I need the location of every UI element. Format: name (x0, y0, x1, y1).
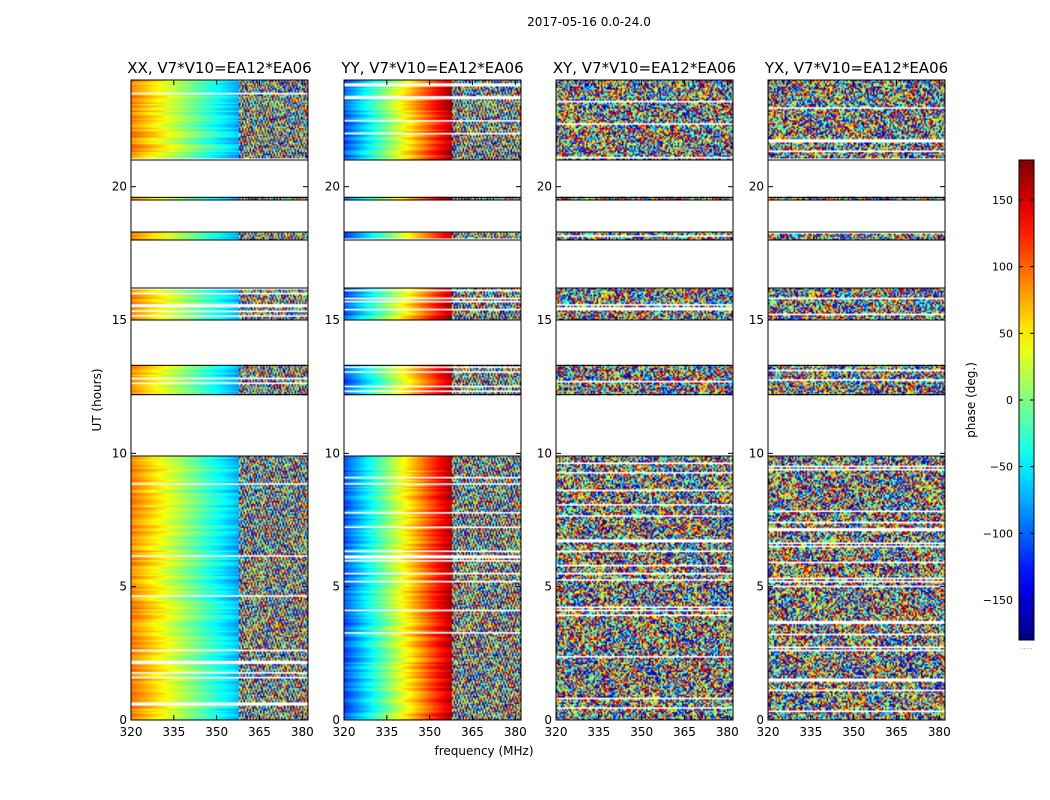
x-tick-label: 380 (504, 725, 527, 739)
colorbar: 150 100 50 0 −50 −100 −150 (983, 159, 1035, 641)
colorbar-tick-label: 50 (999, 327, 1013, 340)
x-tick-label: 335 (799, 725, 822, 739)
x-tick-label: 350 (418, 725, 441, 739)
heatmap-image-yx (768, 80, 945, 720)
y-tick-label: 5 (332, 580, 340, 594)
x-tick-label: 335 (587, 725, 610, 739)
y-tick-label: 0 (756, 713, 764, 727)
x-tick-label: 380 (291, 725, 314, 739)
panel-xy: XY, V7*V10=EA12*EA06 320 335 350 365 380 0 5 10 1… (537, 59, 739, 739)
y-tick-label: 15 (325, 313, 340, 327)
panel-title: YY, V7*V10=EA12*EA06 (340, 59, 523, 77)
y-tick-label: 10 (325, 446, 340, 460)
x-tick-label: 365 (248, 725, 271, 739)
panel-frame (555, 79, 734, 721)
x-tick-label: 320 (757, 725, 780, 739)
heatmap-image-xy (556, 80, 733, 720)
figure-suptitle: 2017-05-16 0.0-24.0 (527, 15, 651, 29)
panel-title: XX, V7*V10=EA12*EA06 (127, 59, 311, 77)
y-tick-label: 10 (112, 446, 127, 460)
y-axis-label: UT (hours) (90, 368, 104, 431)
x-tick-label: 350 (842, 725, 865, 739)
colorbar-tick-label: −50 (990, 461, 1013, 474)
x-tick-label: 320 (333, 725, 356, 739)
y-tick-label: 20 (749, 180, 764, 194)
x-tick-label: 365 (461, 725, 484, 739)
x-tick-label: 320 (120, 725, 143, 739)
heatmap-image-xx (131, 80, 308, 720)
panel-frame (130, 79, 309, 721)
colorbar-tick-label: 150 (992, 194, 1013, 207)
y-tick-label: 10 (749, 446, 764, 460)
x-tick-label: 335 (375, 725, 398, 739)
y-tick-label: 15 (112, 313, 127, 327)
x-tick-label: 365 (673, 725, 696, 739)
y-tick-label: 10 (537, 446, 552, 460)
heatmap-image-yy (344, 80, 521, 720)
panels-group: XX, V7*V10=EA12*EA06 320 335 350 365 380 0 5 10 1… (112, 59, 951, 739)
y-tick-label: 0 (544, 713, 552, 727)
y-tick-label: 5 (119, 580, 127, 594)
x-tick-label: 365 (885, 725, 908, 739)
x-axis-label: frequency (MHz) (434, 744, 533, 758)
colorbar-tick-label: −100 (983, 527, 1013, 540)
y-tick-label: 0 (332, 713, 340, 727)
panel-title: YX, V7*V10=EA12*EA06 (764, 59, 948, 77)
panel-xx: XX, V7*V10=EA12*EA06 320 335 350 365 380 0 5 10 1… (112, 59, 314, 739)
x-tick-label: 320 (545, 725, 568, 739)
colorbar-label: phase (deg.) (964, 362, 978, 438)
panel-yx: YX, V7*V10=EA12*EA06 320 335 350 365 380 0 5 10 1… (749, 59, 951, 739)
x-tick-label: 380 (928, 725, 951, 739)
panel-title: XY, V7*V10=EA12*EA06 (553, 59, 736, 77)
colorbar-tick-label: 100 (992, 261, 1013, 274)
panel-frame (767, 79, 946, 721)
x-tick-label: 335 (162, 725, 185, 739)
y-tick-label: 15 (537, 313, 552, 327)
y-tick-label: 5 (544, 580, 552, 594)
y-tick-label: 5 (756, 580, 764, 594)
x-tick-label: 350 (630, 725, 653, 739)
y-tick-label: 0 (119, 713, 127, 727)
panel-frame (343, 79, 522, 721)
y-tick-label: 20 (537, 180, 552, 194)
colorbar-footer: ..... (1021, 643, 1032, 651)
y-tick-label: 20 (112, 180, 127, 194)
x-tick-label: 380 (716, 725, 739, 739)
colorbar-tick-label: 0 (1006, 394, 1013, 407)
x-tick-label: 350 (205, 725, 228, 739)
colorbar-tick-label: −150 (983, 594, 1013, 607)
y-tick-label: 15 (749, 313, 764, 327)
y-tick-label: 20 (325, 180, 340, 194)
panel-yy: YY, V7*V10=EA12*EA06 320 335 350 365 380 0 5 10 1… (325, 59, 527, 739)
